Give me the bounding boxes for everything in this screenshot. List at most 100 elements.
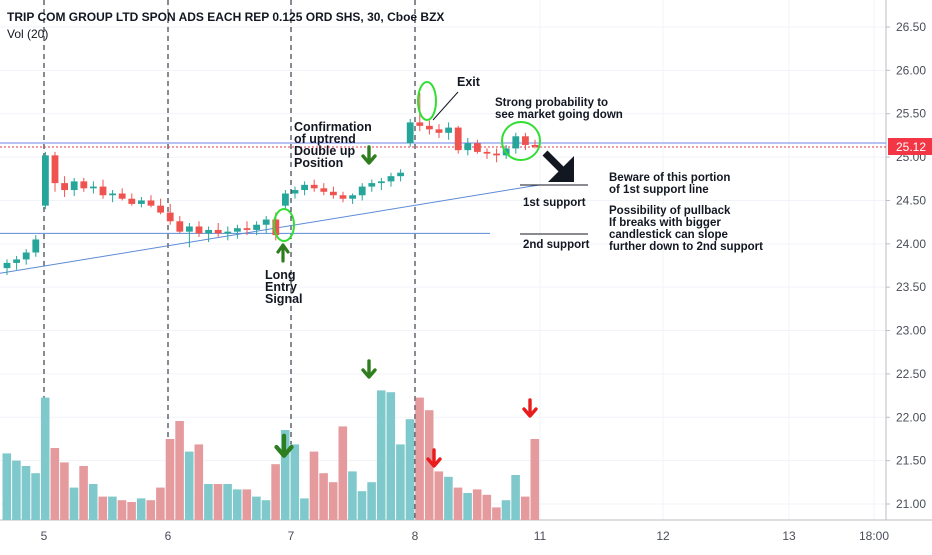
volume-bar xyxy=(194,444,204,520)
volume-bar xyxy=(127,502,136,520)
x-tick-label: 5 xyxy=(41,529,48,543)
y-tick-label: 24.50 xyxy=(896,193,926,207)
candle xyxy=(214,223,222,237)
candle xyxy=(253,221,260,236)
candle xyxy=(51,151,59,192)
price-axis-background xyxy=(886,0,932,520)
last-price-badge: 25.12 xyxy=(888,138,932,155)
volume-bar xyxy=(2,453,12,520)
volume-bar xyxy=(50,448,60,520)
volume-bar xyxy=(12,460,21,520)
volume-bar xyxy=(492,507,501,520)
y-tick-label: 26.00 xyxy=(896,63,926,77)
first-support-trendline[interactable] xyxy=(0,184,540,274)
candle xyxy=(234,224,241,239)
signal-arrows xyxy=(274,145,538,468)
candle xyxy=(310,179,318,192)
volume-bar xyxy=(348,471,357,520)
entry-highlight-ellipse[interactable] xyxy=(273,208,295,242)
candle xyxy=(186,223,193,248)
candle xyxy=(512,132,520,154)
long-entry-text: Long Entry Signal xyxy=(265,268,303,306)
candle xyxy=(406,118,414,147)
candle xyxy=(464,138,472,156)
volume-bar xyxy=(511,475,520,520)
grid xyxy=(0,0,886,520)
candle xyxy=(330,186,337,199)
volume-bars xyxy=(2,390,540,520)
volume-bar xyxy=(271,464,280,520)
last-price-label: 25.12 xyxy=(896,140,926,154)
y-tick-label: 23.00 xyxy=(896,324,926,338)
y-tick-label: 22.00 xyxy=(896,410,926,424)
green-down-arrow-icon xyxy=(274,433,294,458)
volume-bar xyxy=(367,482,376,520)
candle xyxy=(339,191,347,203)
green-down-arrow-icon xyxy=(361,145,377,165)
candle xyxy=(320,183,328,196)
candle xyxy=(176,216,184,234)
volume-bar xyxy=(405,419,415,520)
candle xyxy=(493,148,500,163)
volume-bar xyxy=(165,439,175,520)
volume-bar xyxy=(146,500,156,520)
candle xyxy=(166,203,174,225)
volume-bar xyxy=(482,494,492,520)
volume-bar xyxy=(108,496,117,520)
y-tick-label: 24.00 xyxy=(896,237,926,251)
volume-bar xyxy=(136,498,146,520)
reversal-highlight-ellipse[interactable] xyxy=(501,121,541,161)
volume-bar xyxy=(69,487,79,520)
x-tick-label: 11 xyxy=(534,529,547,543)
volume-bar xyxy=(98,496,108,520)
strong-probability-text: Strong probability to see market going d… xyxy=(495,97,623,121)
candle xyxy=(483,148,491,159)
volume-bar xyxy=(300,498,309,520)
exit-callout-line[interactable] xyxy=(432,91,459,121)
x-tick-label: 7 xyxy=(288,529,295,543)
day-separators xyxy=(43,0,416,520)
price-axis[interactable]: 26.5026.0025.5025.0024.5024.0023.5023.00… xyxy=(886,20,926,511)
green-down-arrow-icon xyxy=(361,359,377,379)
volume-bar xyxy=(501,500,511,520)
volume-bar xyxy=(386,392,396,520)
first-support-label: 1st support xyxy=(523,197,586,209)
volume-bar xyxy=(261,500,271,520)
exit-highlight-ellipse[interactable] xyxy=(417,81,437,121)
volume-bar xyxy=(424,410,434,520)
volume-indicator-label[interactable]: Vol (20) xyxy=(7,27,48,41)
candle xyxy=(531,139,539,149)
volume-bar xyxy=(223,484,232,520)
candle xyxy=(205,226,212,243)
confirmation-text: Confirmation of uptrend Double up Positi… xyxy=(294,120,375,170)
volume-bar xyxy=(530,439,540,520)
candle xyxy=(138,196,145,208)
volume-bar xyxy=(117,500,127,520)
volume-bar xyxy=(338,426,348,520)
y-tick-label: 21.00 xyxy=(896,497,926,511)
volume-bar xyxy=(463,493,472,520)
y-tick-label: 26.50 xyxy=(896,20,926,34)
candle xyxy=(22,249,30,265)
volume-bar xyxy=(434,471,444,520)
x-tick-label: 8 xyxy=(412,529,419,543)
volume-bar xyxy=(232,489,242,520)
candles xyxy=(3,92,539,276)
volume-bar xyxy=(252,496,261,520)
x-tick-label: 13 xyxy=(782,529,796,543)
candle xyxy=(70,177,78,197)
volume-bar xyxy=(357,491,367,520)
candle xyxy=(243,221,251,236)
down-arrow-icon[interactable] xyxy=(542,150,574,182)
volume-bar xyxy=(21,466,31,520)
candle xyxy=(262,216,270,234)
red-down-arrow-icon xyxy=(522,398,538,418)
candle xyxy=(282,190,289,210)
volume-bar xyxy=(415,397,424,520)
candle xyxy=(118,188,126,201)
volume-bar xyxy=(184,451,194,520)
trend-lines[interactable] xyxy=(0,184,588,274)
time-axis[interactable]: 5 6 7 8 11 12 13 18:00 xyxy=(41,529,890,543)
